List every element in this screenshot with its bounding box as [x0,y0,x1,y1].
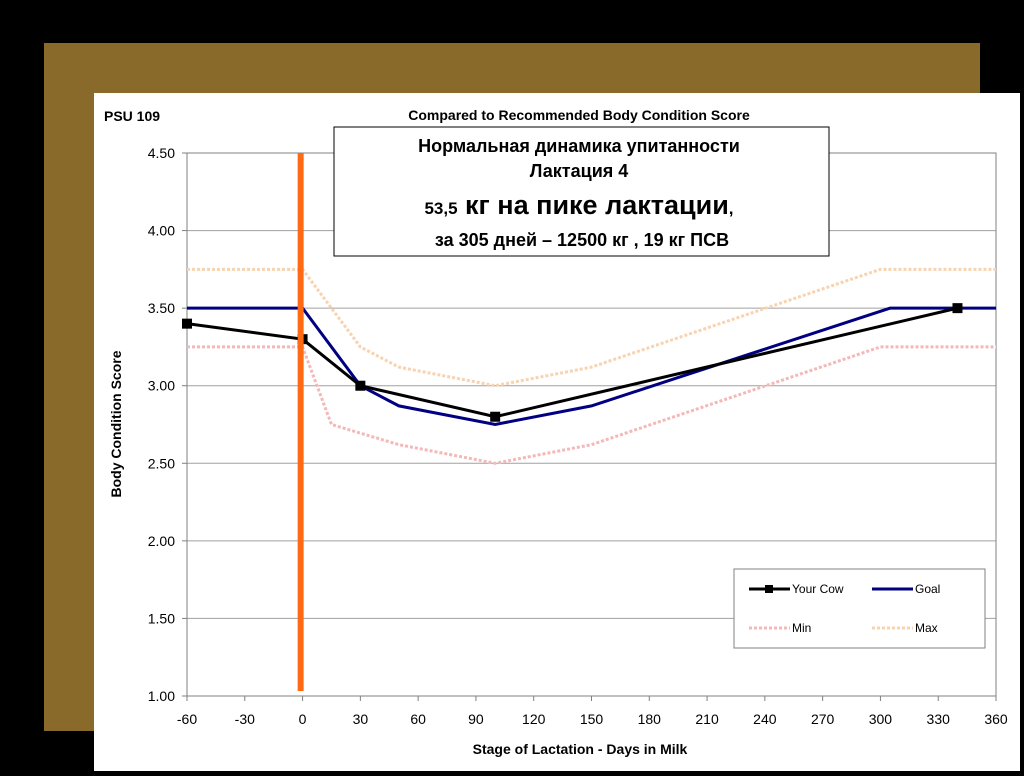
x-tick-label: 30 [353,711,369,727]
info-line-3: 53,5 кг на пике лактации, [424,190,733,220]
legend-marker-your-cow [765,585,773,593]
grid [187,152,996,697]
info-line-3-comma: , [729,199,734,218]
slide-frame: PSU 109 Compared to Recommended Body Con… [44,43,1020,771]
info-line-1: Нормальная динамика упитанности [418,136,740,156]
legend-label-your-cow: Your Cow [792,582,844,596]
legend: Your Cow Goal Min Max [733,568,986,649]
data-point-your-cow [490,411,501,422]
x-tick-label: 60 [410,711,426,727]
y-tick-label: 2.00 [148,533,175,549]
x-tick-label: 90 [468,711,484,727]
header-label: PSU 109 [104,108,160,124]
x-tick-label: 120 [522,711,546,727]
y-tick-label: 4.00 [148,223,175,239]
y-tick-label: 3.00 [148,378,175,394]
chart: PSU 109 Compared to Recommended Body Con… [104,107,1008,757]
x-tick-label: 0 [299,711,307,727]
legend-label-max: Max [915,621,938,635]
x-tick-label: 180 [638,711,662,727]
x-tick-label: 270 [811,711,835,727]
y-axis-ticks: 1.00 1.50 2.00 2.50 3.00 3.50 4.00 4.50 [148,145,187,704]
x-tick-label: 210 [695,711,719,727]
y-tick-label: 3.50 [148,300,175,316]
series-group [182,267,996,465]
x-tick-label: 240 [753,711,777,727]
chart-panel: PSU 109 Compared to Recommended Body Con… [94,93,1020,771]
y-tick-label: 2.50 [148,455,175,471]
x-tick-label: 360 [984,711,1008,727]
series-line-max [187,267,996,388]
x-axis-ticks: -60 -30 0 30 60 90 120 150 180 210 240 270 300 330 360 [177,696,1008,727]
info-box: Нормальная динамика упитанности Лактация… [333,126,830,257]
info-line-3-number: 53,5 [424,199,457,218]
x-tick-label: -60 [177,711,197,727]
y-tick-label: 4.50 [148,145,175,161]
series-line-goal [187,306,996,427]
data-point-your-cow [355,380,366,391]
data-point-your-cow [952,303,963,314]
x-tick-label: 150 [580,711,604,727]
x-axis-label: Stage of Lactation - Days in Milk [473,741,688,757]
legend-label-goal: Goal [915,582,940,596]
y-tick-label: 1.50 [148,610,175,626]
info-line-3-text: кг на пике лактации [458,190,729,220]
info-box-frame [333,126,830,257]
x-tick-label: -30 [235,711,255,727]
x-tick-label: 300 [869,711,893,727]
series-line-min [187,345,996,465]
x-tick-label: 330 [927,711,951,727]
data-point-your-cow [182,318,192,329]
legend-frame [733,568,986,649]
info-line-4: за 305 дней – 12500 кг , 19 кг ПСВ [435,230,729,250]
y-tick-label: 1.00 [148,688,175,704]
chart-title: Compared to Recommended Body Condition S… [408,107,750,123]
legend-label-min: Min [792,621,811,635]
y-axis-label: Body Condition Score [108,350,124,497]
info-line-2: Лактация 4 [530,161,629,181]
